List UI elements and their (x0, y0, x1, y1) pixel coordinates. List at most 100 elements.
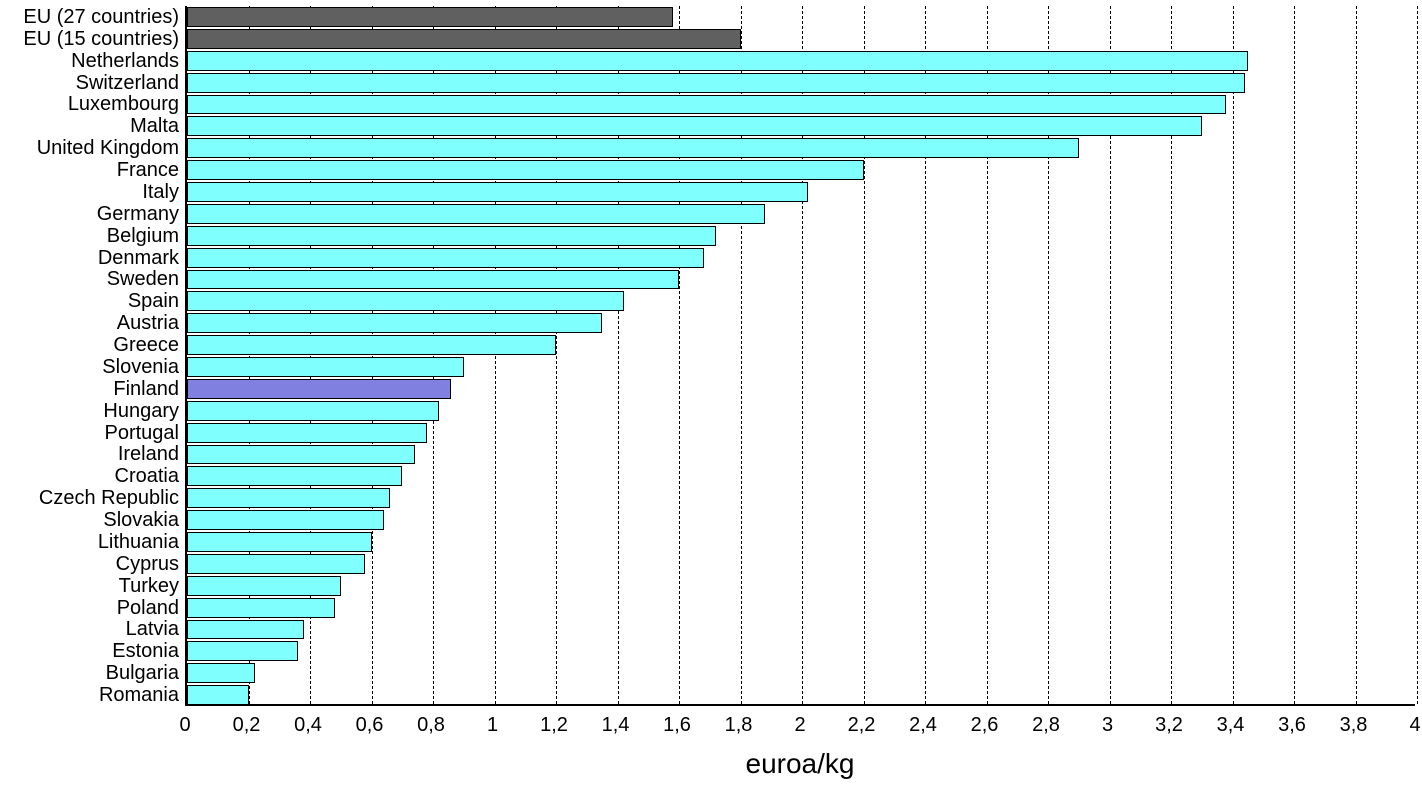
category-label: Slovakia (0, 510, 179, 530)
bar-row (187, 137, 1415, 159)
bar (187, 554, 365, 574)
category-label: Cyprus (0, 554, 179, 574)
x-tick-label: 1,2 (540, 714, 568, 737)
x-tick-label: 1 (487, 714, 498, 737)
category-label: Luxembourg (0, 94, 179, 114)
bar (187, 576, 341, 596)
x-tick-label: 3,6 (1278, 714, 1306, 737)
x-tick-label: 3,2 (1155, 714, 1183, 737)
bar (187, 510, 384, 530)
bar (187, 488, 390, 508)
category-label: Switzerland (0, 73, 179, 93)
bar-row (187, 269, 1415, 291)
bar-row (187, 94, 1415, 116)
bar (187, 685, 249, 705)
bar (187, 291, 624, 311)
bar (187, 182, 808, 202)
bar (187, 51, 1248, 71)
x-tick-label: 2,4 (909, 714, 937, 737)
x-tick-label: 3,4 (1217, 714, 1245, 737)
category-label: Hungary (0, 401, 179, 421)
bar-row (187, 6, 1415, 28)
bar-row (187, 531, 1415, 553)
category-label: Netherlands (0, 51, 179, 71)
bar-row (187, 465, 1415, 487)
bar-row (187, 640, 1415, 662)
x-tick-label: 0,8 (417, 714, 445, 737)
bar-row (187, 334, 1415, 356)
bar (187, 29, 741, 49)
bar-row (187, 684, 1415, 706)
x-tick-label: 2,2 (848, 714, 876, 737)
bar (187, 423, 427, 443)
chart-container: EU (27 countries)EU (15 countries)Nether… (0, 0, 1422, 785)
category-label: Spain (0, 291, 179, 311)
category-label: Austria (0, 313, 179, 333)
bar (187, 620, 304, 640)
bar (187, 401, 439, 421)
category-label: Romania (0, 685, 179, 705)
category-label: Ireland (0, 444, 179, 464)
bar (187, 160, 864, 180)
bar-row (187, 487, 1415, 509)
category-label: Czech Republic (0, 488, 179, 508)
bar (187, 445, 415, 465)
x-axis-title: euroa/kg (746, 748, 855, 780)
category-label: France (0, 160, 179, 180)
bar-row (187, 378, 1415, 400)
category-label: Croatia (0, 466, 179, 486)
bar-row (187, 72, 1415, 94)
bar-row (187, 619, 1415, 641)
bar (187, 248, 704, 268)
bar-row (187, 422, 1415, 444)
bar-row (187, 597, 1415, 619)
bar (187, 73, 1245, 93)
bars-container (187, 6, 1415, 706)
bar (187, 95, 1226, 115)
bar (187, 663, 255, 683)
x-tick-label: 1,4 (602, 714, 630, 737)
category-label: Italy (0, 182, 179, 202)
x-tick-label: 2,8 (1032, 714, 1060, 737)
category-label: Germany (0, 204, 179, 224)
x-tick-label: 0,4 (294, 714, 322, 737)
x-tick-label: 1,6 (663, 714, 691, 737)
bar-row (187, 225, 1415, 247)
bar (187, 270, 679, 290)
bar-row (187, 115, 1415, 137)
category-label: Slovenia (0, 357, 179, 377)
x-tick-label: 3,8 (1340, 714, 1368, 737)
bar-row (187, 159, 1415, 181)
gridline (1417, 6, 1418, 704)
bar (187, 379, 451, 399)
x-tick-label: 2,6 (971, 714, 999, 737)
bar-row (187, 181, 1415, 203)
bar-row (187, 28, 1415, 50)
bar-row (187, 203, 1415, 225)
bar-row (187, 444, 1415, 466)
category-label: Sweden (0, 269, 179, 289)
bar-row (187, 247, 1415, 269)
bar (187, 138, 1079, 158)
category-label: Latvia (0, 619, 179, 639)
bar (187, 313, 602, 333)
bar-row (187, 50, 1415, 72)
bar (187, 7, 673, 27)
category-label: Portugal (0, 423, 179, 443)
bar (187, 204, 765, 224)
category-label: Estonia (0, 641, 179, 661)
bar (187, 641, 298, 661)
category-label: Bulgaria (0, 663, 179, 683)
bar-row (187, 553, 1415, 575)
category-label: Lithuania (0, 532, 179, 552)
category-label: Belgium (0, 226, 179, 246)
bar-row (187, 400, 1415, 422)
plot-area (185, 6, 1415, 706)
category-label: Greece (0, 335, 179, 355)
x-tick-label: 2 (794, 714, 805, 737)
bar-row (187, 662, 1415, 684)
category-label: Turkey (0, 576, 179, 596)
x-tick-label: 0,6 (356, 714, 384, 737)
bar-row (187, 356, 1415, 378)
x-tick-label: 3 (1102, 714, 1113, 737)
